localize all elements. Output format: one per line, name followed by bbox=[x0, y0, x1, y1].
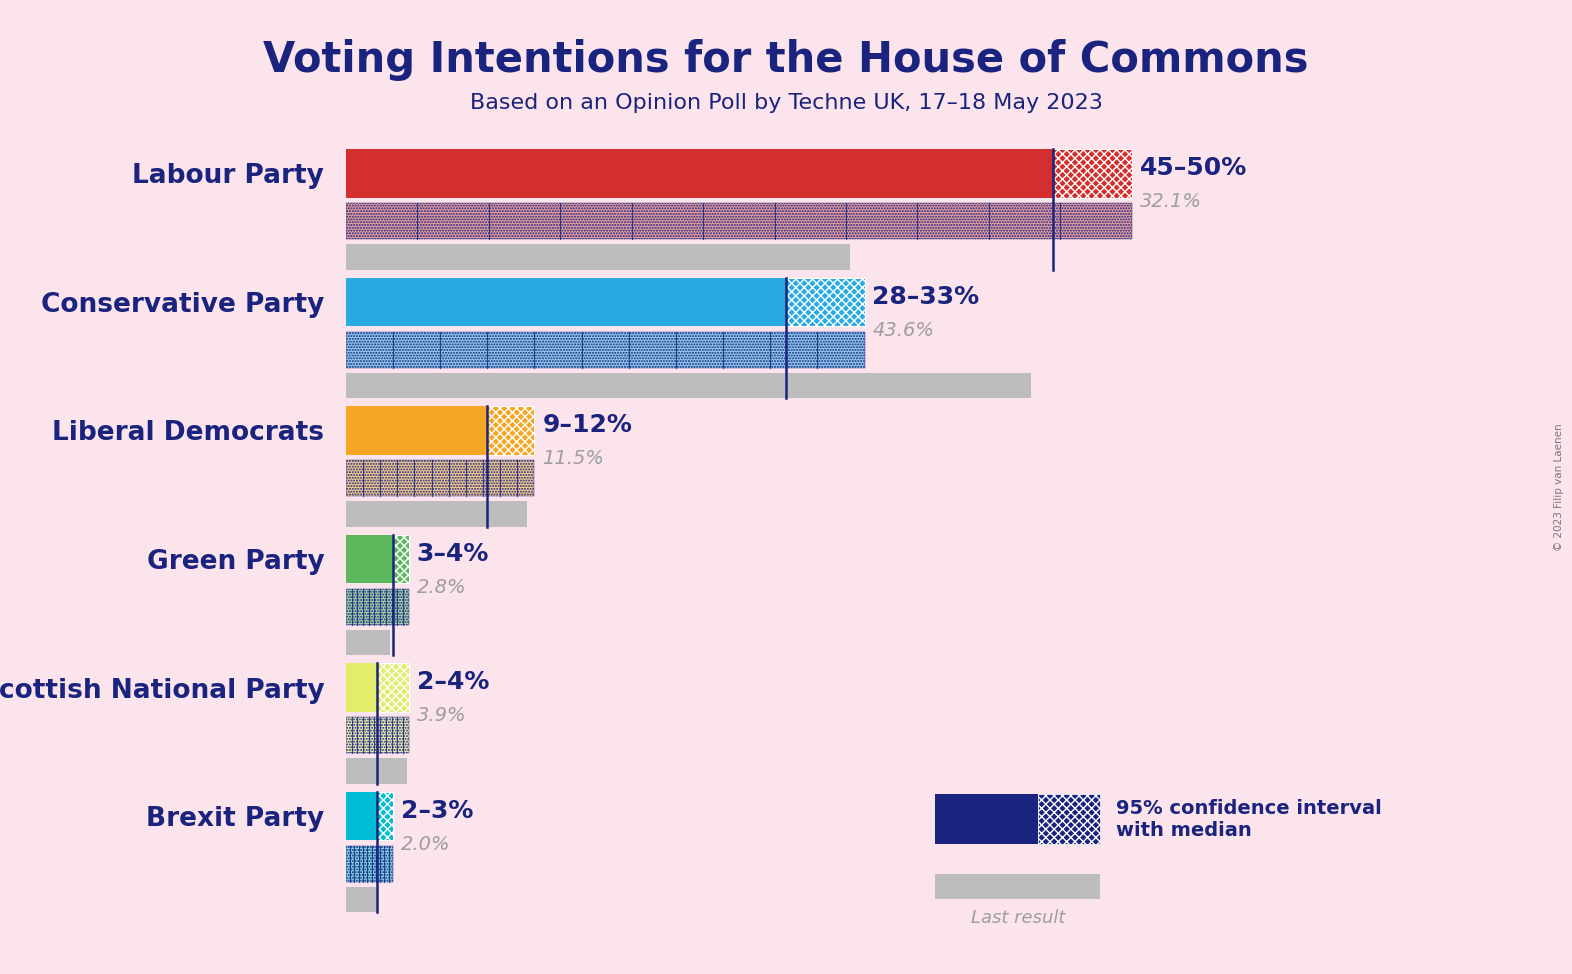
Text: 2–4%: 2–4% bbox=[417, 670, 489, 694]
Bar bbox=[346, 845, 393, 881]
Bar bbox=[1053, 149, 1132, 198]
Text: 2.8%: 2.8% bbox=[417, 578, 465, 597]
Bar bbox=[346, 406, 487, 455]
Text: 95% confidence interval
with median: 95% confidence interval with median bbox=[1116, 799, 1382, 840]
Text: 3–4%: 3–4% bbox=[417, 542, 489, 566]
Bar bbox=[346, 886, 377, 913]
Bar bbox=[346, 588, 409, 624]
Bar bbox=[346, 203, 1132, 239]
Text: 3.9%: 3.9% bbox=[417, 706, 465, 726]
Bar bbox=[487, 406, 534, 455]
Bar bbox=[786, 278, 865, 326]
Bar bbox=[346, 717, 409, 753]
Bar bbox=[346, 460, 534, 496]
Text: 32.1%: 32.1% bbox=[1140, 192, 1201, 211]
Text: 9–12%: 9–12% bbox=[542, 413, 632, 437]
Bar bbox=[346, 630, 390, 656]
Text: 2.0%: 2.0% bbox=[401, 835, 450, 854]
Bar bbox=[377, 663, 409, 712]
Bar bbox=[346, 535, 393, 583]
Bar bbox=[346, 244, 850, 270]
Bar bbox=[346, 588, 409, 624]
Bar bbox=[346, 203, 1132, 239]
Text: Voting Intentions for the House of Commons: Voting Intentions for the House of Commo… bbox=[263, 39, 1309, 81]
Text: 2–3%: 2–3% bbox=[401, 799, 473, 823]
Bar bbox=[393, 535, 409, 583]
Bar bbox=[346, 331, 865, 367]
Text: 43.6%: 43.6% bbox=[872, 320, 934, 340]
Bar bbox=[346, 331, 865, 367]
Bar bbox=[346, 845, 393, 881]
Text: 45–50%: 45–50% bbox=[1140, 156, 1247, 180]
Text: Last result: Last result bbox=[970, 909, 1066, 926]
Bar bbox=[346, 460, 534, 496]
Bar bbox=[377, 792, 393, 841]
Bar bbox=[346, 663, 377, 712]
Text: Based on an Opinion Poll by Techne UK, 17–18 May 2023: Based on an Opinion Poll by Techne UK, 1… bbox=[470, 93, 1102, 113]
Bar bbox=[346, 502, 527, 527]
Text: 28–33%: 28–33% bbox=[872, 284, 979, 309]
Bar bbox=[346, 792, 377, 841]
Bar bbox=[346, 373, 1031, 398]
Text: © 2023 Filip van Laenen: © 2023 Filip van Laenen bbox=[1555, 423, 1564, 551]
Bar bbox=[346, 758, 407, 784]
Bar bbox=[346, 149, 1053, 198]
Bar bbox=[346, 717, 409, 753]
Bar bbox=[346, 278, 786, 326]
Text: 11.5%: 11.5% bbox=[542, 449, 604, 468]
